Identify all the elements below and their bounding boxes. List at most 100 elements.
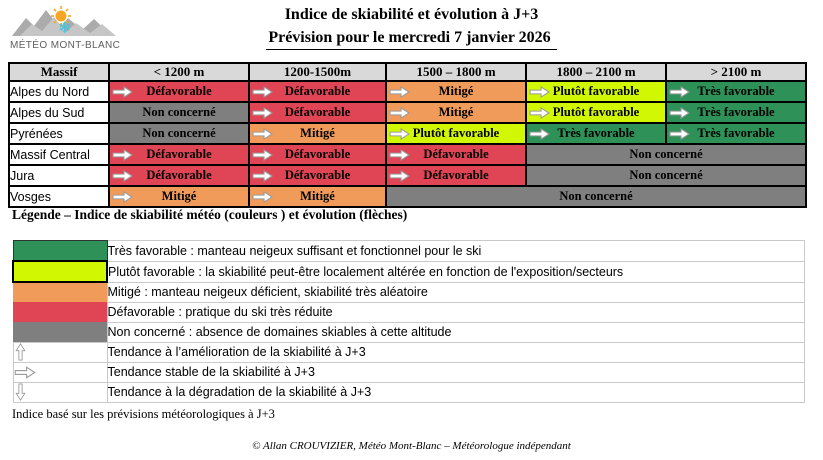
legend-text: Tendance stable de la skiabilité à J+3 (106, 361, 805, 383)
trend-arrow (529, 127, 550, 140)
skiability-cell: Mitigé (108, 185, 250, 208)
page-title: Indice de skiabilité et évolution à J+3 (284, 6, 539, 23)
legend-swatch-tres-favorable (12, 240, 108, 262)
skiability-cell: Défavorable (108, 143, 250, 166)
skiability-cell: Mitigé (248, 185, 387, 208)
legend-row: Tendance à l’amélioration de la skiabili… (12, 341, 805, 363)
massif-label: Massif Central (8, 143, 110, 166)
skiability-cell: Plutôt favorable (385, 122, 527, 145)
skiability-table: Massif < 1200 m 1200-1500m 1500 – 1800 m 180… (8, 62, 807, 208)
trend-arrow (252, 169, 273, 182)
skiability-table-body: Massif < 1200 m 1200-1500m 1500 – 1800 m 180… (8, 62, 807, 208)
skiability-value: Défavorable (284, 84, 351, 98)
arrow-right-icon (252, 127, 273, 140)
arrow-right-icon (14, 365, 36, 379)
table-row: Vosges Mitigé Mitigé Non concerné (8, 185, 807, 208)
massif-label: Alpes du Sud (8, 101, 110, 124)
legend-swatch-non-concerne (13, 322, 107, 342)
trend-arrow (112, 190, 133, 203)
skiability-cell: Mitigé (385, 101, 527, 124)
arrow-right-icon (529, 106, 550, 119)
trend-arrow (252, 148, 273, 161)
meteo-mont-blanc-logo: ❄ MÉTÉO MONT-BLANC (10, 3, 138, 56)
column-header: 1500 – 1800 m (385, 62, 527, 82)
trend-arrow (389, 106, 410, 119)
arrow-right-icon (389, 169, 410, 182)
massif-label: Pyrénées (8, 122, 110, 145)
skiability-cell: Très favorable (665, 80, 807, 103)
skiability-value: Non concerné (629, 168, 703, 182)
skiability-cell: Défavorable (108, 164, 250, 187)
skiability-value: Mitigé (438, 84, 474, 98)
arrow-right-icon (252, 169, 273, 182)
table-row: Massif Central Défavorable Défavorable Défa… (8, 143, 807, 166)
snowflake-icon: ❄ (58, 20, 71, 37)
arrow-right-icon (252, 85, 273, 98)
table-row: Alpes du Nord Défavorable Défavorable Mitig… (8, 80, 807, 103)
trend-arrow (389, 169, 410, 182)
skiability-cell: Non concerné (108, 101, 250, 124)
trend-arrow (669, 127, 690, 140)
trend-arrow (529, 106, 550, 119)
legend-text: Défavorable : pratique du ski très rédui… (106, 301, 805, 323)
skiability-cell: Non concerné (525, 164, 807, 187)
skiability-cell: Défavorable (108, 80, 250, 103)
legend-row: Mitigé : manteau neigeux déficient, skia… (13, 281, 805, 303)
trend-arrow (252, 85, 273, 98)
arrow-right-icon (389, 127, 410, 140)
trend-arrow (389, 148, 410, 161)
skiability-cell: Mitigé (248, 122, 387, 145)
trend-arrow (112, 148, 133, 161)
legend-text: Plutôt favorable : la skiabilité peut-êt… (106, 260, 805, 283)
legend-row: Très favorable : manteau neigeux suffisa… (12, 240, 805, 262)
massif-label: Jura (8, 164, 110, 187)
skiability-value: Mitigé (438, 105, 474, 119)
column-header: 1800 – 2100 m (525, 62, 667, 82)
column-header: 1200-1500m (248, 62, 387, 82)
legend-text: Mitigé : manteau neigeux déficient, skia… (106, 281, 805, 303)
legend-swatch-defavorable (13, 302, 107, 322)
skiability-value: Très favorable (697, 126, 775, 140)
table-row: Pyrénées Non concerné Mitigé Plutôt favorab… (8, 122, 807, 145)
skiability-value: Non concerné (559, 189, 633, 203)
legend-row: Défavorable : pratique du ski très rédui… (13, 301, 805, 323)
arrow-right-icon (112, 85, 133, 98)
legend-swatch-plutot-favorable (12, 260, 108, 283)
massif-label: Alpes du Nord (8, 80, 110, 103)
skiability-cell: Mitigé (385, 80, 527, 103)
skiability-value: Mitigé (161, 189, 197, 203)
skiability-cell: Défavorable (385, 164, 527, 187)
skiability-value: Défavorable (423, 147, 489, 161)
trend-arrow (529, 85, 550, 98)
legend-text: Très favorable : manteau neigeux suffisa… (106, 240, 805, 262)
skiability-value: Très favorable (557, 126, 635, 140)
skiability-value: Défavorable (146, 147, 212, 161)
arrow-up-icon (14, 343, 26, 361)
skiability-value: Non concerné (142, 126, 216, 140)
header-titles: Indice de skiabilité et évolution à J+3 … (0, 4, 823, 50)
trend-arrow (389, 85, 410, 98)
arrow-right-icon (669, 127, 690, 140)
arrow-right-icon (389, 106, 410, 119)
legend-row: Tendance à la dégradation de la skiabili… (12, 381, 805, 403)
legend-row: Plutôt favorable : la skiabilité peut-êt… (12, 260, 805, 283)
page-subtitle: Prévision pour le mercredi 7 janvier 202… (266, 27, 557, 50)
skiability-value: Défavorable (284, 168, 351, 182)
skiability-value: Plutôt favorable (552, 105, 640, 119)
skiability-cell: Très favorable (525, 122, 667, 145)
skiability-value: Mitigé (300, 189, 335, 203)
arrow-right-icon (669, 106, 690, 119)
trend-arrow (112, 169, 133, 182)
skiability-cell: Défavorable (248, 101, 387, 124)
legend-text: Tendance à la dégradation de la skiabili… (106, 381, 805, 403)
table-header-row: Massif < 1200 m 1200-1500m 1500 – 1800 m 180… (8, 62, 807, 82)
skiability-cell: Plutôt favorable (525, 80, 667, 103)
trend-arrow (252, 106, 273, 119)
skiability-cell: Très favorable (665, 122, 807, 145)
skiability-cell: Non concerné (525, 143, 807, 166)
trend-arrow (389, 127, 410, 140)
skiability-value: Défavorable (146, 84, 212, 98)
arrow-down-icon (14, 383, 26, 401)
arrow-right-icon (252, 148, 273, 161)
